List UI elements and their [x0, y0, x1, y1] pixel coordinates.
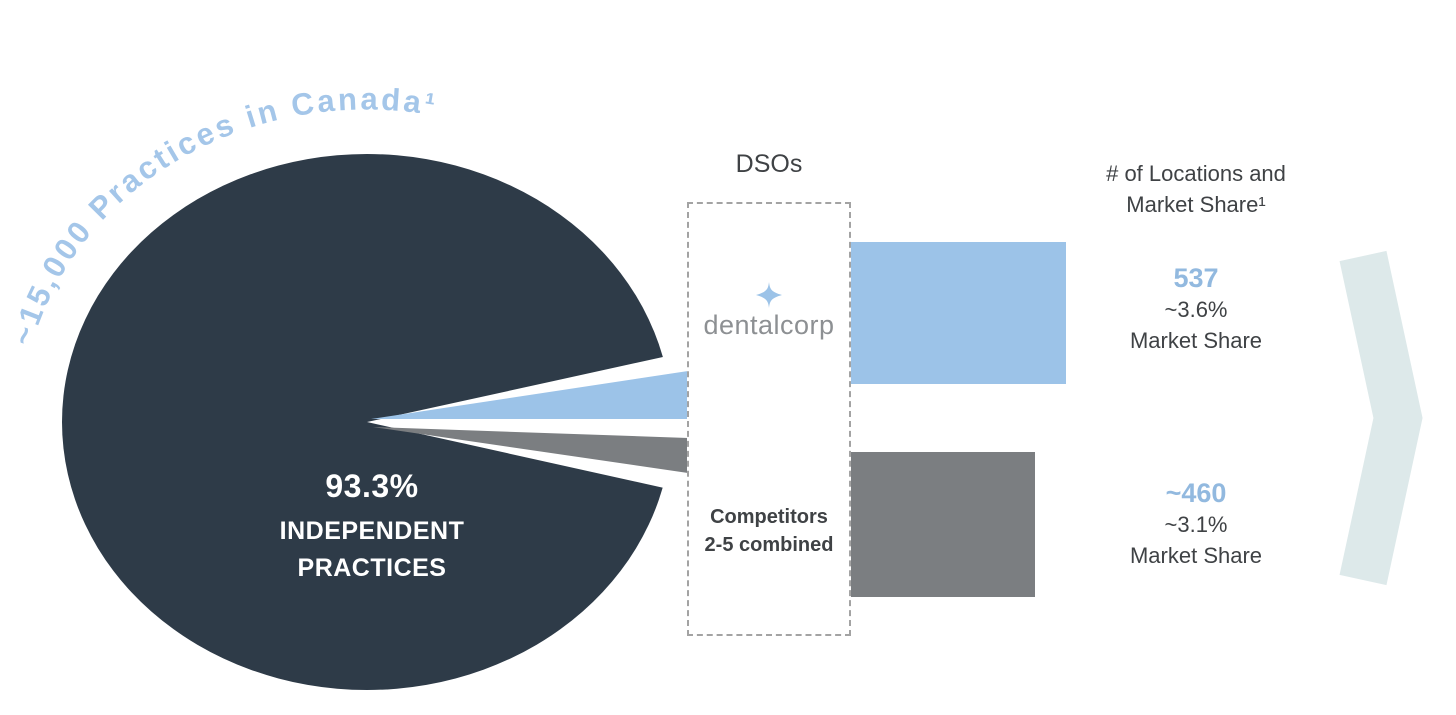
dentalcorp-stats: 537 ~3.6% Market Share [1086, 262, 1306, 356]
dentalcorp-logo-text: dentalcorp [703, 310, 835, 340]
dso-box: dentalcorp Competitors 2-5 combined [687, 202, 851, 636]
competitors-locations: ~460 [1165, 478, 1227, 508]
competitors-market-share-label: Market Share [1129, 543, 1263, 568]
stats-header: # of Locations and Market Share¹ [1066, 158, 1326, 220]
dentalcorp-bar [851, 242, 1066, 384]
dentalcorp-market-share: ~3.6% [1164, 297, 1228, 322]
competitors-label: Competitors 2-5 combined [689, 503, 849, 559]
dso-heading: DSOs [735, 150, 803, 178]
competitors-stats: ~460 ~3.1% Market Share [1086, 477, 1306, 571]
competitors-label-line1: Competitors [710, 506, 828, 528]
independent-label-line1: INDEPENDENT [279, 517, 465, 545]
competitors-market-share: ~3.1% [1164, 512, 1228, 537]
sparkle-icon [756, 282, 782, 308]
competitors-label-line2: 2-5 combined [704, 534, 834, 556]
independent-label-line2: PRACTICES [297, 554, 447, 582]
stats-header-line1: # of Locations and [1106, 161, 1286, 186]
stats-header-line2: Market Share¹ [1126, 192, 1266, 217]
pie-slice-dentalcorp [371, 371, 688, 419]
dentalcorp-market-share-label: Market Share [1129, 328, 1263, 353]
dentalcorp-locations: 537 [1173, 263, 1219, 293]
dentalcorp-logo: dentalcorp [689, 282, 849, 341]
next-chevron-icon [1339, 250, 1423, 586]
competitors-bar [851, 452, 1035, 597]
pie-slice-competitors [373, 427, 688, 473]
independent-share-value: 93.3% [325, 468, 419, 504]
pie-center-label: 93.3% INDEPENDENT PRACTICES [212, 468, 532, 587]
